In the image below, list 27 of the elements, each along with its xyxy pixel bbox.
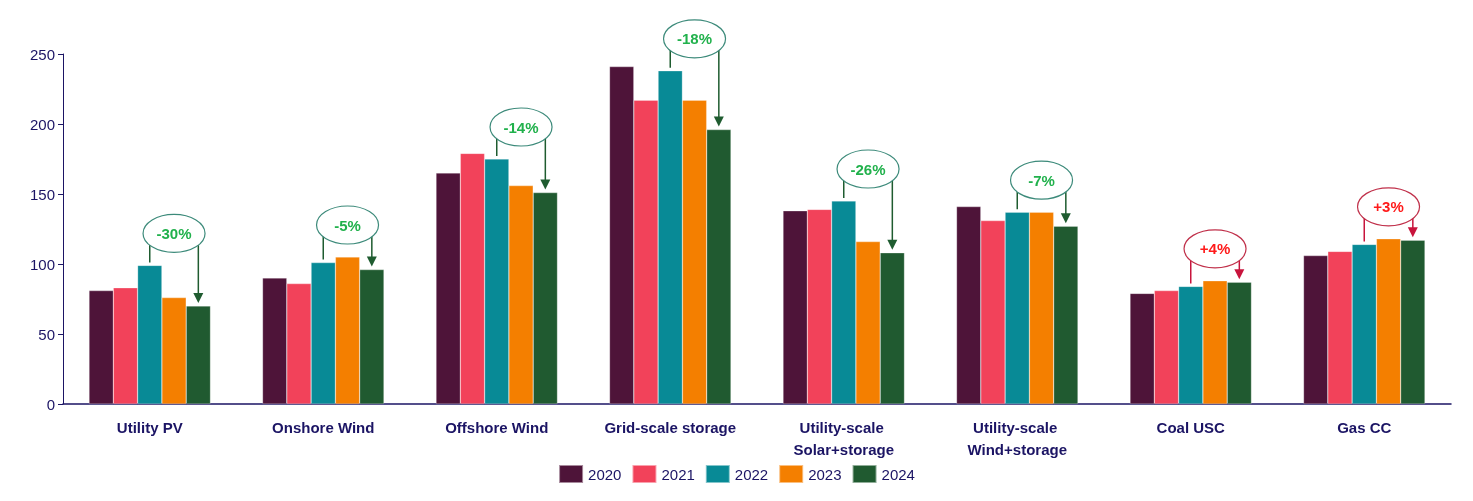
y-tick-label: 150 <box>29 185 55 203</box>
legend-label: 2020 <box>588 465 622 483</box>
x-tick-label: Utility PV <box>116 418 183 436</box>
annotation: -7% <box>1028 171 1055 189</box>
x-tick-label: Utility-scale Solar+storage <box>793 418 894 458</box>
y-tick-label: 50 <box>38 325 55 343</box>
legend-label: 2023 <box>808 465 842 483</box>
annotation: -5% <box>334 216 361 234</box>
x-tick-label: Gas CC <box>1337 418 1392 436</box>
annotation: -30% <box>156 224 192 242</box>
x-tick-label: Onshore Wind <box>272 418 375 436</box>
text: -18% <box>677 30 713 48</box>
annotation: +3% <box>1373 198 1404 216</box>
annotation: -14% <box>503 118 539 136</box>
legend-label: 2021 <box>661 465 695 483</box>
y-tick-label: 100 <box>29 255 55 273</box>
x-tick-label: Offshore Wind <box>445 418 549 436</box>
legend-label: 2024 <box>881 465 915 483</box>
y-tick-label: 0 <box>46 395 55 413</box>
x-tick-label: Grid-scale storage <box>604 418 737 436</box>
x-tick-label: Coal USC <box>1156 418 1226 436</box>
annotation: -26% <box>850 160 886 178</box>
legend-label: 2022 <box>734 465 769 483</box>
y-tick-label: 200 <box>29 115 55 133</box>
annotation: +4% <box>1199 240 1231 258</box>
y-tick-label: 250 <box>29 45 55 63</box>
x-tick-label: Utility-scale Wind+storage <box>967 418 1067 458</box>
